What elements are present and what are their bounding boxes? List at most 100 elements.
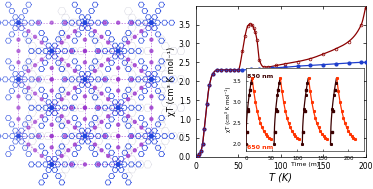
Circle shape	[133, 149, 136, 152]
Circle shape	[93, 143, 96, 146]
Circle shape	[73, 126, 76, 129]
Circle shape	[60, 41, 63, 44]
Circle shape	[17, 106, 20, 109]
X-axis label: T (K): T (K)	[269, 172, 292, 182]
Circle shape	[40, 41, 43, 44]
Circle shape	[50, 146, 53, 149]
Circle shape	[127, 98, 129, 101]
Circle shape	[73, 30, 76, 33]
Circle shape	[150, 106, 153, 109]
Circle shape	[117, 123, 120, 126]
Circle shape	[73, 69, 76, 72]
Circle shape	[84, 95, 87, 98]
Circle shape	[60, 58, 63, 61]
Circle shape	[100, 149, 103, 152]
Circle shape	[70, 163, 73, 166]
Circle shape	[84, 106, 87, 109]
Circle shape	[34, 120, 37, 123]
Circle shape	[116, 163, 120, 166]
Circle shape	[60, 98, 63, 101]
Circle shape	[27, 69, 30, 72]
Circle shape	[60, 154, 63, 157]
Circle shape	[107, 41, 110, 44]
Circle shape	[84, 61, 87, 64]
Circle shape	[127, 115, 129, 118]
Circle shape	[117, 135, 120, 138]
Circle shape	[97, 106, 100, 109]
Circle shape	[117, 78, 120, 81]
Circle shape	[130, 135, 133, 138]
Circle shape	[50, 135, 53, 138]
Circle shape	[63, 135, 66, 138]
Circle shape	[103, 21, 106, 24]
Circle shape	[17, 134, 20, 138]
Circle shape	[150, 50, 153, 53]
Circle shape	[140, 69, 143, 72]
Circle shape	[60, 115, 63, 118]
Circle shape	[34, 92, 37, 95]
Circle shape	[150, 61, 153, 64]
Circle shape	[70, 106, 73, 109]
Circle shape	[107, 58, 110, 61]
Circle shape	[150, 134, 153, 138]
Circle shape	[127, 58, 129, 61]
Circle shape	[84, 106, 87, 109]
Circle shape	[150, 118, 153, 121]
Circle shape	[73, 143, 76, 146]
Circle shape	[117, 21, 120, 24]
Circle shape	[50, 21, 53, 24]
Circle shape	[117, 78, 120, 81]
Circle shape	[133, 35, 136, 38]
Circle shape	[37, 21, 40, 24]
Circle shape	[67, 120, 70, 123]
Circle shape	[130, 21, 133, 24]
Circle shape	[107, 98, 110, 101]
Circle shape	[84, 50, 87, 53]
Circle shape	[103, 78, 106, 81]
Circle shape	[40, 98, 43, 101]
Circle shape	[73, 86, 76, 89]
Circle shape	[34, 64, 37, 67]
Circle shape	[17, 118, 20, 121]
Circle shape	[130, 78, 133, 81]
Circle shape	[27, 30, 30, 33]
Circle shape	[50, 163, 54, 166]
Circle shape	[93, 126, 96, 129]
Circle shape	[127, 41, 129, 44]
Circle shape	[140, 86, 143, 89]
Circle shape	[84, 163, 87, 166]
Circle shape	[84, 50, 87, 53]
Circle shape	[93, 30, 96, 33]
Circle shape	[150, 21, 153, 25]
Circle shape	[150, 38, 153, 41]
Circle shape	[133, 120, 136, 123]
Circle shape	[17, 61, 20, 64]
Circle shape	[97, 163, 100, 166]
Circle shape	[50, 106, 54, 110]
Circle shape	[133, 64, 136, 67]
Circle shape	[116, 49, 120, 53]
Circle shape	[27, 126, 30, 129]
Circle shape	[40, 58, 43, 61]
Circle shape	[103, 135, 106, 138]
Circle shape	[83, 77, 87, 81]
Circle shape	[140, 126, 143, 129]
Circle shape	[116, 106, 120, 110]
Circle shape	[117, 89, 120, 92]
Circle shape	[63, 78, 66, 81]
Circle shape	[117, 146, 120, 149]
Circle shape	[17, 38, 20, 41]
Circle shape	[17, 95, 20, 98]
Circle shape	[50, 89, 53, 92]
Circle shape	[97, 50, 100, 53]
Circle shape	[117, 135, 120, 138]
Circle shape	[100, 120, 103, 123]
Circle shape	[70, 50, 73, 53]
Circle shape	[50, 123, 53, 126]
Circle shape	[50, 78, 53, 81]
Circle shape	[107, 115, 110, 118]
Circle shape	[50, 49, 54, 53]
Circle shape	[107, 154, 110, 157]
Circle shape	[40, 115, 43, 118]
Circle shape	[40, 154, 43, 157]
